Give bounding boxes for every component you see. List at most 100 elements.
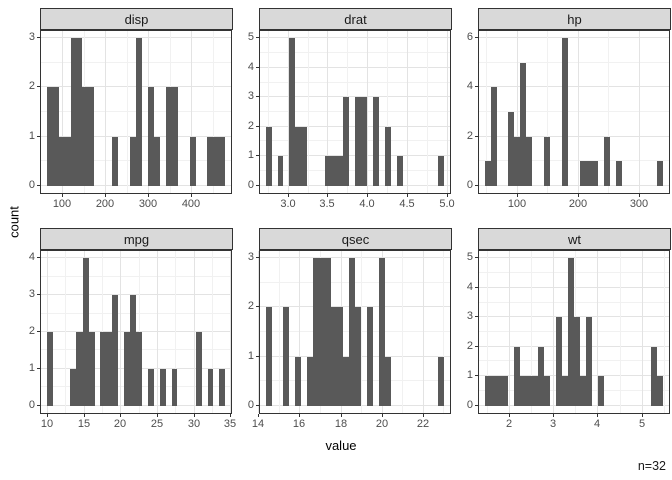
histogram-bar [124, 332, 130, 406]
grid-line-minor [387, 31, 388, 193]
grid-line-minor [486, 31, 487, 193]
grid-line-major [194, 251, 195, 413]
grid-line-major [597, 251, 598, 413]
grid-line-major [553, 251, 554, 413]
y-tick-label: 3 [28, 31, 35, 43]
y-tick-label: 1 [466, 369, 473, 381]
grid-line-major [120, 251, 121, 413]
histogram-bar [651, 347, 657, 406]
x-tick-label: 5.0 [439, 198, 455, 210]
x-tick-mark [230, 414, 231, 417]
facet-panel-qsec [258, 250, 451, 414]
grid-line-major [479, 287, 669, 288]
histogram-bar [568, 258, 574, 406]
grid-line-major [260, 67, 450, 68]
x-tick-mark [105, 194, 106, 197]
facet-panel-mpg [40, 250, 232, 414]
x-tick-label: 400 [181, 198, 201, 210]
histogram-bar [373, 97, 379, 186]
histogram-bar [514, 137, 520, 186]
y-tick-mark [475, 136, 478, 137]
histogram-bar [266, 307, 272, 406]
grid-line-minor [213, 31, 214, 193]
histogram-bar [112, 137, 118, 186]
x-tick-label: 3.5 [319, 198, 335, 210]
grid-line-major [260, 306, 450, 307]
facet-grid: disp 0 1 2 3 100 200 300 400 drat 0 1 2 3 4 5 3.0 3.5 4.0 4… [14, 8, 671, 436]
histogram-bar [71, 38, 82, 186]
x-tick-mark [367, 194, 368, 197]
histogram-bar [160, 369, 166, 406]
y-tick-mark [256, 155, 259, 156]
grid-line-minor [65, 251, 66, 413]
y-tick-label: 3 [247, 251, 254, 263]
y-tick-label: 2 [466, 130, 473, 142]
facet-strip: drat [259, 8, 452, 30]
histogram-bar [586, 317, 592, 406]
histogram-bar [598, 376, 604, 406]
histogram-bar [616, 161, 622, 186]
grid-line-major [479, 37, 669, 38]
x-tick-mark [642, 414, 643, 417]
x-tick-mark [47, 414, 48, 417]
grid-line-minor [260, 82, 450, 83]
y-tick-mark [37, 405, 40, 406]
x-tick-mark [578, 194, 579, 197]
histogram-bar [385, 357, 391, 406]
grid-line-major [479, 136, 669, 137]
histogram-bar [130, 295, 136, 406]
x-tick-label: 18 [334, 418, 348, 430]
y-tick-mark [37, 86, 40, 87]
x-tick-mark [553, 414, 554, 417]
y-tick-label: 1 [28, 362, 35, 374]
facet-strip: disp [40, 8, 233, 30]
grid-line-major [327, 31, 328, 193]
histogram-bar [325, 156, 343, 186]
facet-panel-drat [259, 30, 451, 194]
facet-panel-hp [478, 30, 670, 194]
facet-body: 0 1 2 3 4 5 [233, 30, 452, 194]
x-tick-label: 4.5 [399, 198, 415, 210]
grid-line-minor [127, 31, 128, 193]
facet-strip-label: mpg [123, 231, 150, 247]
y-tick-mark [475, 316, 478, 317]
y-tick-mark [256, 185, 259, 186]
grid-line-minor [260, 282, 450, 283]
facet-drat: drat 0 1 2 3 4 5 3.0 3.5 4.0 4.5 5.0 [233, 8, 455, 216]
facet-panel-wt [478, 250, 670, 414]
histogram-bar [76, 332, 83, 406]
histogram-bar [485, 376, 508, 406]
facet-x-axis: 3.0 3.5 4.0 4.5 5.0 [233, 194, 455, 216]
grid-line-minor [308, 31, 309, 193]
grid-line-minor [479, 160, 669, 161]
grid-line-minor [41, 276, 231, 277]
grid-line-major [157, 251, 158, 413]
grid-line-minor [402, 251, 403, 413]
y-tick-mark [475, 86, 478, 87]
facet-strip: mpg [40, 228, 233, 250]
histogram-bar [657, 376, 663, 406]
histogram-bar [331, 307, 343, 406]
x-tick-label: 100 [507, 198, 527, 210]
histogram-bar [83, 258, 89, 406]
y-tick-label: 2 [466, 340, 473, 352]
y-tick-mark [37, 136, 40, 137]
x-axis-title: value [325, 438, 357, 453]
y-tick-mark [256, 67, 259, 68]
y-tick-label: 0 [28, 179, 35, 191]
grid-line-major [299, 251, 300, 413]
y-tick-label: 3 [28, 288, 35, 300]
x-tick-label: 5 [638, 418, 646, 430]
y-tick-mark [37, 368, 40, 369]
y-tick-mark [256, 306, 259, 307]
histogram-bar [289, 38, 295, 186]
grid-line-major [479, 185, 669, 186]
histogram-bar [657, 161, 663, 186]
facet-body: 0 1 2 3 [14, 30, 233, 194]
grid-line-minor [664, 251, 665, 413]
x-tick-label: 4 [593, 418, 601, 430]
y-tick-mark [475, 257, 478, 258]
histogram-bar [278, 156, 283, 186]
grid-line-minor [41, 313, 231, 314]
x-tick-label: 20 [375, 418, 389, 430]
